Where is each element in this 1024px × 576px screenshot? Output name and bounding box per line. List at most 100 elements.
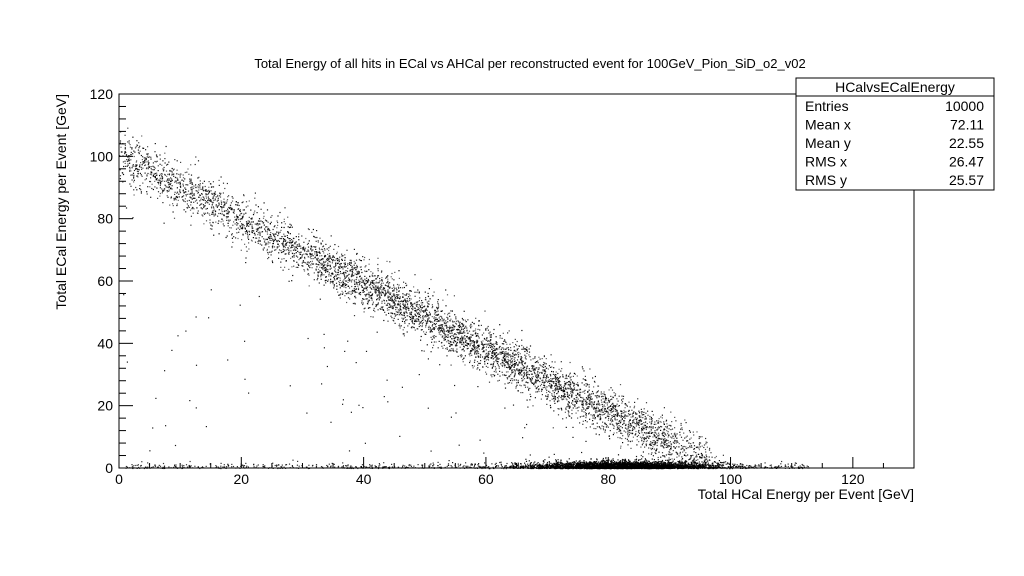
scatter-point [290,241,292,243]
scatter-point [409,295,411,297]
scatter-point [587,391,589,393]
scatter-point [173,168,175,170]
scatter-point [349,263,351,265]
scatter-point [204,185,206,188]
scatter-point [139,172,141,174]
scatter-point [347,281,349,283]
scatter-point [493,345,495,347]
scatter-point [681,459,683,461]
scatter-point [378,289,380,291]
scatter-point [209,200,211,202]
scatter-point [219,192,221,194]
scatter-point [408,293,410,295]
scatter-point [556,385,558,387]
scatter-point [308,265,310,267]
scatter-point [438,340,440,342]
scatter-point [338,266,340,268]
scatter-point [185,184,187,186]
scatter-point [391,278,393,280]
scatter-point [543,382,545,384]
scatter-point [149,156,151,158]
scatter-point [546,374,548,376]
scatter-point [239,220,241,223]
scatter-point [556,378,558,380]
scatter-point [565,398,567,400]
scatter-point [600,417,602,419]
scatter-point [139,185,141,187]
scatter-point [461,336,463,338]
scatter-point [386,292,388,294]
scatter-point [644,446,646,448]
scatter-point [513,363,515,365]
scatter-point [607,412,609,414]
scatter-point [321,248,323,250]
scatter-point [641,423,643,425]
scatter-point [138,153,140,155]
scatter-point [368,296,370,298]
scatter-point [218,202,220,204]
scatter-point [423,306,425,308]
scatter-point [158,182,160,184]
scatter-point [641,432,643,434]
scatter-point [617,405,619,407]
scatter-point [392,300,394,302]
scatter-point [618,395,620,397]
scatter-point [698,461,700,463]
scatter-point [616,428,618,431]
scatter-point [269,236,271,238]
scatter-point [637,421,639,423]
scatter-point [503,354,505,356]
scatter-point [562,418,564,420]
scatter-point [465,341,467,343]
scatter-point [543,355,545,358]
scatter-point [487,329,489,331]
scatter-point [402,300,405,303]
scatter-point [626,428,628,430]
scatter-point [278,245,280,247]
scatter-point [230,208,232,211]
scatter-point [436,308,439,310]
scatter-point [284,223,286,225]
scatter-point [192,197,194,199]
scatter-point [235,218,237,220]
scatter-point [502,374,504,376]
scatter-point [393,289,395,291]
scatter-point [215,204,217,206]
scatter-point [600,399,602,401]
scatter-point [615,410,617,412]
scatter-point [345,280,348,282]
scatter-point [315,268,317,270]
scatter-point [248,200,250,202]
scatter-point [251,224,253,226]
scatter-point [499,335,501,337]
scatter-point [321,267,323,269]
scatter-point [231,207,233,209]
scatter-point [582,423,584,425]
scatter-point [315,240,317,242]
scatter-point [448,350,450,352]
scatter-point [129,183,131,185]
scatter-point [288,245,290,247]
scatter-point [612,407,614,409]
scatter-point [191,192,193,194]
scatter-point [488,353,490,355]
scatter-point [263,202,265,204]
scatter-point [648,444,651,446]
scatter-point [670,411,672,413]
scatter-point [458,326,460,329]
scatter-point [178,173,180,175]
scatter-point [341,285,343,287]
scatter-point [469,336,471,338]
scatter-point [133,189,135,191]
scatter-point [522,392,524,394]
scatter-point [375,278,377,280]
scatter-point [276,241,278,243]
scatter-point [221,207,223,209]
scatter-point [390,296,392,299]
scatter-point [232,211,234,213]
scatter-point [444,325,446,327]
scatter-point [388,291,390,293]
scatter-point [540,390,543,392]
scatter-point [344,277,346,279]
scatter-point [369,286,371,288]
